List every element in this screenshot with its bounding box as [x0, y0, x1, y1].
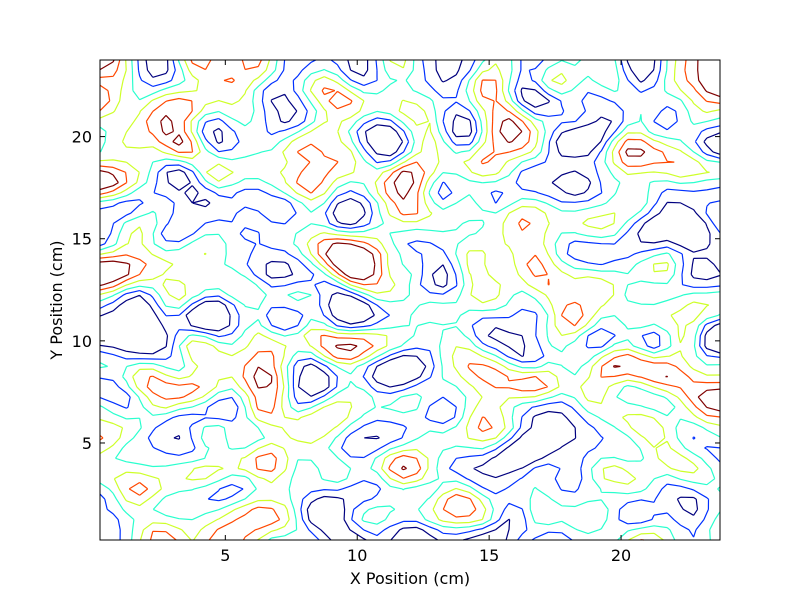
contour-level-6: [99, 59, 721, 471]
contour-lines: [99, 59, 721, 541]
contour-level-1: [99, 59, 721, 541]
x-tick-label: 20: [611, 546, 631, 565]
x-tick-label: 5: [220, 546, 230, 565]
x-axis-label: X Position (cm): [350, 569, 470, 588]
contour-level-3: [99, 59, 721, 541]
contour-level-4: [99, 59, 721, 541]
y-axis: 5 10 15 20: [72, 128, 720, 453]
x-tick-label: 10: [347, 546, 367, 565]
y-tick-label: 20: [72, 128, 92, 147]
x-axis: 5 10 15 20: [220, 60, 631, 565]
contour-level-5: [99, 59, 721, 541]
y-axis-label: Y Position (cm): [47, 240, 66, 360]
y-tick-label: 10: [72, 332, 92, 351]
y-tick-label: 15: [72, 230, 92, 249]
x-tick-label: 15: [479, 546, 499, 565]
y-tick-label: 5: [82, 434, 92, 453]
plot-area: [99, 59, 721, 541]
contour-level-2: [99, 59, 721, 541]
